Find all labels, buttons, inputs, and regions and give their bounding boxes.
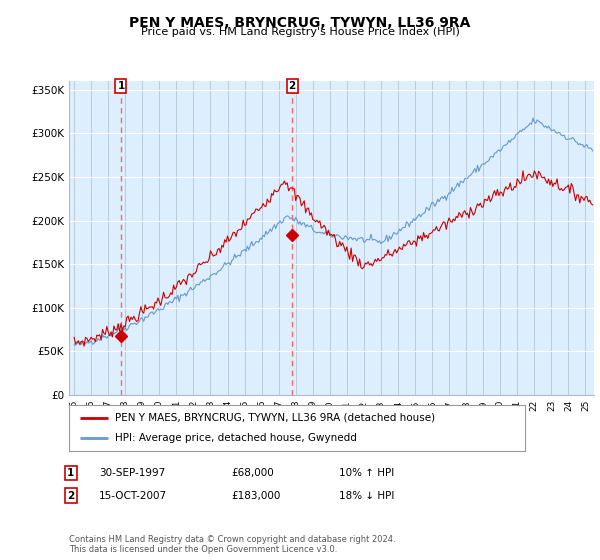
Text: Price paid vs. HM Land Registry's House Price Index (HPI): Price paid vs. HM Land Registry's House … [140, 27, 460, 37]
Text: PEN Y MAES, BRYNCRUG, TYWYN, LL36 9RA: PEN Y MAES, BRYNCRUG, TYWYN, LL36 9RA [130, 16, 470, 30]
Text: PEN Y MAES, BRYNCRUG, TYWYN, LL36 9RA (detached house): PEN Y MAES, BRYNCRUG, TYWYN, LL36 9RA (d… [115, 413, 435, 423]
Text: £183,000: £183,000 [231, 491, 280, 501]
Text: 1: 1 [67, 468, 74, 478]
Text: 2: 2 [289, 81, 296, 91]
Text: 18% ↓ HPI: 18% ↓ HPI [339, 491, 394, 501]
Text: 2: 2 [67, 491, 74, 501]
Text: 10% ↑ HPI: 10% ↑ HPI [339, 468, 394, 478]
Text: 30-SEP-1997: 30-SEP-1997 [99, 468, 165, 478]
Text: 15-OCT-2007: 15-OCT-2007 [99, 491, 167, 501]
Text: £68,000: £68,000 [231, 468, 274, 478]
Text: Contains HM Land Registry data © Crown copyright and database right 2024.
This d: Contains HM Land Registry data © Crown c… [69, 535, 395, 554]
Text: HPI: Average price, detached house, Gwynedd: HPI: Average price, detached house, Gwyn… [115, 433, 356, 443]
Text: 1: 1 [118, 81, 125, 91]
